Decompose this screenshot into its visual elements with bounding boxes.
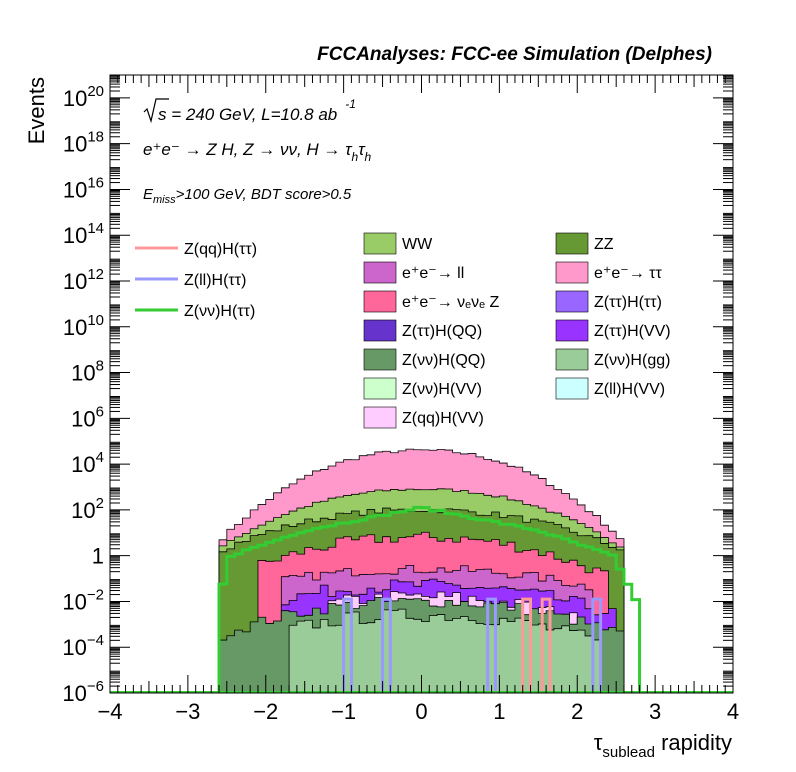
x-tick-label: −4 bbox=[97, 699, 122, 724]
signal-sig_ll-bin-1 bbox=[381, 597, 392, 693]
x-tick-label: −1 bbox=[331, 699, 356, 724]
y-axis-label: Events bbox=[24, 77, 49, 144]
legend-label: Z(qq)H(ττ) bbox=[184, 241, 257, 258]
legend-label: WW bbox=[402, 236, 433, 253]
x-tick-label: −2 bbox=[253, 699, 278, 724]
legend-label: Z(ττ)H(ττ) bbox=[594, 294, 662, 311]
x-tick-label: −3 bbox=[175, 699, 200, 724]
legend-label: e⁺e⁻→ ll bbox=[402, 265, 464, 282]
legend-swatch-Znn_Hgg bbox=[555, 348, 589, 371]
x-tick-label: 0 bbox=[415, 699, 427, 724]
y-tick-label: 1012 bbox=[63, 266, 104, 294]
annotation-process: e⁺e⁻ → Z H, Z → νν, H → τhτh bbox=[143, 140, 372, 164]
signal-sig_ll-bin-0 bbox=[342, 597, 353, 693]
y-tick-label: 104 bbox=[71, 449, 104, 477]
y-tick-label: 106 bbox=[71, 403, 104, 431]
legend-label: Z(ττ)H(VV) bbox=[594, 323, 671, 340]
legend-swatch-Znn_HVV bbox=[363, 377, 397, 400]
axis-ticks: −4 −3 −2 −1 0 1 2 3 4 10−6 10−4 10−2 1 102 104 106 108 10… bbox=[62, 75, 739, 724]
legend-swatch-Ztt_Htt bbox=[555, 290, 589, 313]
y-tick-label: 1010 bbox=[63, 312, 104, 340]
sqrt-icon bbox=[143, 98, 169, 124]
y-tick-label: 10−6 bbox=[62, 678, 104, 706]
y-tick-label: 1016 bbox=[63, 174, 104, 202]
legend: Z(qq)H(ττ) Z(ll)H(ττ) Z(νν)H(ττ) WW e⁺e⁻→ ll… bbox=[135, 232, 671, 429]
legend-label: Z(qq)H(VV) bbox=[402, 410, 484, 427]
x-tick-label: 4 bbox=[727, 699, 739, 724]
legend-swatch-ZZ bbox=[555, 232, 589, 255]
x-tick-label: 1 bbox=[493, 699, 505, 724]
legend-label: Z(νν)H(VV) bbox=[402, 381, 482, 398]
annotation-cuts: Emiss>100 GeV, BDT score>0.5 bbox=[143, 186, 352, 206]
y-tick-label: 102 bbox=[71, 495, 104, 523]
legend-swatch-ee_ll bbox=[363, 261, 397, 284]
signal-sig_qq-bin-4 bbox=[521, 597, 533, 693]
chart-title: FCCAnalyses: FCC-ee Simulation (Delphes) bbox=[317, 44, 712, 65]
legend-label: Z(νν)H(gg) bbox=[594, 352, 670, 369]
signal-sig_qq-bin-5 bbox=[540, 597, 552, 693]
signal-nunu-line bbox=[217, 505, 642, 693]
plot-area bbox=[110, 448, 733, 693]
legend-swatch-Zll_HVV bbox=[555, 377, 589, 400]
legend-label: e⁺e⁻→ νₑνₑ Z bbox=[402, 294, 499, 311]
legend-label: Z(νν)H(QQ) bbox=[402, 352, 486, 369]
legend-label: Z(νν)H(ττ) bbox=[184, 303, 255, 320]
signal-sig_ll-bin-2 bbox=[486, 597, 497, 693]
y-tick-label: 1020 bbox=[63, 83, 104, 111]
y-tick-label: 10−2 bbox=[62, 586, 104, 614]
legend-swatch-Zqq_HVV bbox=[363, 406, 397, 429]
x-tick-label: 2 bbox=[571, 699, 583, 724]
legend-label: Z(ll)H(VV) bbox=[594, 381, 665, 398]
y-tick-label: 1018 bbox=[63, 129, 104, 157]
svg-text:s = 240 GeV, L=10.8 ab-1: s = 240 GeV, L=10.8 ab-1 bbox=[158, 97, 356, 124]
legend-swatch-WW bbox=[363, 232, 397, 255]
legend-label: e⁺e⁻→ ττ bbox=[594, 265, 662, 282]
legend-label: Z(ll)H(ττ) bbox=[184, 272, 246, 289]
legend-swatch-ee_tautau bbox=[555, 261, 589, 284]
annotation-energy: s = 240 GeV, L=10.8 ab-1 bbox=[143, 97, 356, 124]
legend-label: Z(ττ)H(QQ) bbox=[402, 323, 482, 340]
signal-sig_ll-bin-3 bbox=[591, 597, 603, 693]
y-tick-label: 10−4 bbox=[62, 632, 104, 660]
legend-swatch-Ztt_HQQ bbox=[363, 319, 397, 342]
y-tick-label: 1014 bbox=[63, 220, 104, 248]
x-axis-label: τsublead rapidity bbox=[594, 730, 732, 761]
legend-swatch-Znn_HQQ bbox=[363, 348, 397, 371]
legend-swatch-ee_nunuZ bbox=[363, 290, 397, 313]
x-tick-label: 3 bbox=[649, 699, 661, 724]
y-tick-label: 108 bbox=[71, 358, 104, 386]
legend-label: ZZ bbox=[594, 236, 614, 253]
legend-swatch-Ztt_HVV bbox=[555, 319, 589, 342]
y-tick-label: 1 bbox=[92, 544, 104, 569]
